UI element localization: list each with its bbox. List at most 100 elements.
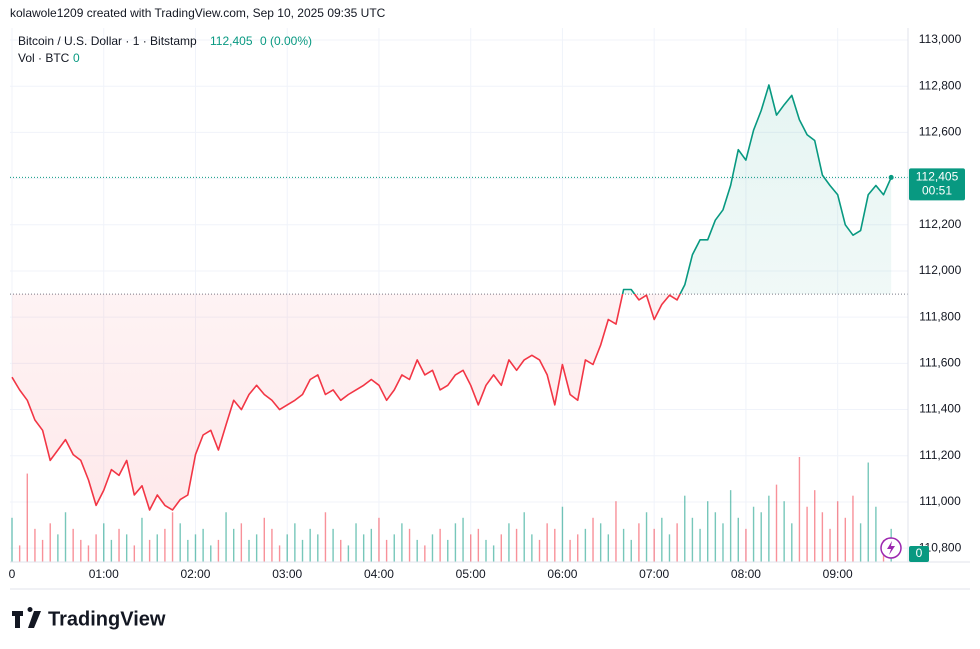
y-tick-label: 112,800 [919, 78, 962, 92]
volume-bar [492, 545, 495, 562]
volume-bar [393, 534, 395, 562]
y-tick-label: 111,000 [919, 494, 961, 508]
volume-bar [408, 528, 411, 562]
volume-bar [95, 534, 97, 562]
legend-price: 112,405 [210, 34, 253, 48]
volume-bar [309, 528, 311, 562]
volume-tag-box [909, 546, 929, 562]
volume-bar [806, 506, 808, 562]
volume-bar [49, 523, 51, 562]
volume-bar [194, 534, 197, 562]
volume-bar [233, 528, 235, 562]
volume-bar [255, 534, 258, 562]
x-tick-label: 05:00 [456, 567, 486, 581]
volume-bar [836, 501, 839, 562]
volume-bar [57, 534, 59, 562]
price-tag-box [909, 168, 965, 201]
header: kolawole1209 created with TradingView.co… [10, 6, 386, 20]
volume-bar [240, 523, 243, 562]
volume-bar [775, 484, 778, 562]
volume-bar [745, 528, 747, 562]
volume-bar [164, 528, 166, 562]
x-tick-label: 04:00 [364, 567, 394, 581]
volume-bar [592, 517, 594, 562]
volume-bar [867, 462, 869, 562]
volume-bar [699, 528, 701, 562]
volume-bar [844, 517, 847, 562]
volume-bar [645, 512, 648, 562]
volume-bar [508, 523, 510, 562]
legend-symbol: Bitcoin / U.S. Dollar · 1 · Bitstamp [18, 34, 197, 48]
volume-bar [133, 545, 136, 562]
volume-bar [622, 528, 625, 562]
volume-bar [370, 528, 373, 562]
volume-bar [500, 534, 502, 562]
volume-bar [615, 501, 617, 562]
volume-bar [431, 534, 434, 562]
volume-bar [531, 534, 533, 562]
volume-bar [202, 528, 204, 562]
x-tick-label: 01:00 [89, 567, 119, 581]
volume-bar [638, 523, 640, 562]
y-tick-label: 112,200 [919, 217, 962, 231]
volume-bar [64, 512, 67, 562]
price-line [11, 84, 892, 511]
volume-bar [752, 506, 755, 562]
logo-mark [12, 607, 41, 628]
volume-bar [439, 528, 441, 562]
volume-bar [210, 545, 212, 562]
logo-text: TradingView [48, 608, 166, 630]
volume-bar [798, 457, 801, 562]
volume-bar [684, 495, 686, 562]
volume-bar [171, 512, 174, 562]
volume-bar [385, 539, 388, 562]
volume-bar [783, 501, 785, 562]
volume-bar [225, 512, 227, 562]
x-tick-label: 02:00 [180, 567, 210, 581]
volume-bar [378, 517, 380, 562]
volume-bar [852, 495, 854, 562]
volume-bar [691, 517, 694, 562]
y-tick-label: 112,000 [919, 263, 962, 277]
volume-bar [263, 517, 265, 562]
volume-bar [294, 523, 296, 562]
volume-bar [470, 534, 472, 562]
volume-bar [814, 490, 816, 562]
legend-change: 0 (0.00%) [260, 34, 312, 48]
last-point [888, 174, 894, 180]
y-tick-label: 110,800 [919, 540, 962, 554]
volume-bar [607, 534, 610, 562]
y-tick-label: 111,800 [919, 309, 961, 323]
volume-bar [462, 517, 464, 562]
volume-bar [278, 545, 281, 562]
logo: TradingView [12, 607, 166, 630]
volume-bar [401, 523, 403, 562]
volume-bar [554, 528, 556, 562]
volume-bar [859, 523, 862, 562]
volume-bar [485, 539, 487, 562]
volume-bar [347, 545, 350, 562]
volume-bar [599, 523, 602, 562]
volume-bar [829, 528, 831, 562]
volume-bar [355, 523, 357, 562]
legend-volume-value: 0 [73, 51, 80, 65]
x-tick-label: 08:00 [731, 567, 761, 581]
volume-bar [768, 495, 770, 562]
volume-bar [80, 539, 82, 562]
volume-bar [875, 506, 877, 562]
volume-bar [714, 512, 717, 562]
volume-bar [523, 512, 525, 562]
volume-bar [103, 523, 105, 562]
y-tick-label: 111,200 [919, 448, 961, 462]
volume-bar [248, 539, 250, 562]
volume-bar [584, 528, 587, 562]
volume-bar [125, 534, 128, 562]
x-tick-label: 07:00 [639, 567, 669, 581]
volume-bar [110, 539, 113, 562]
volume-bar [179, 523, 181, 562]
price-tag-countdown: 00:51 [922, 184, 952, 198]
x-tick-label: 06:00 [547, 567, 577, 581]
volume-bar [26, 473, 28, 562]
legend-volume-label: Vol · BTC [18, 51, 70, 65]
